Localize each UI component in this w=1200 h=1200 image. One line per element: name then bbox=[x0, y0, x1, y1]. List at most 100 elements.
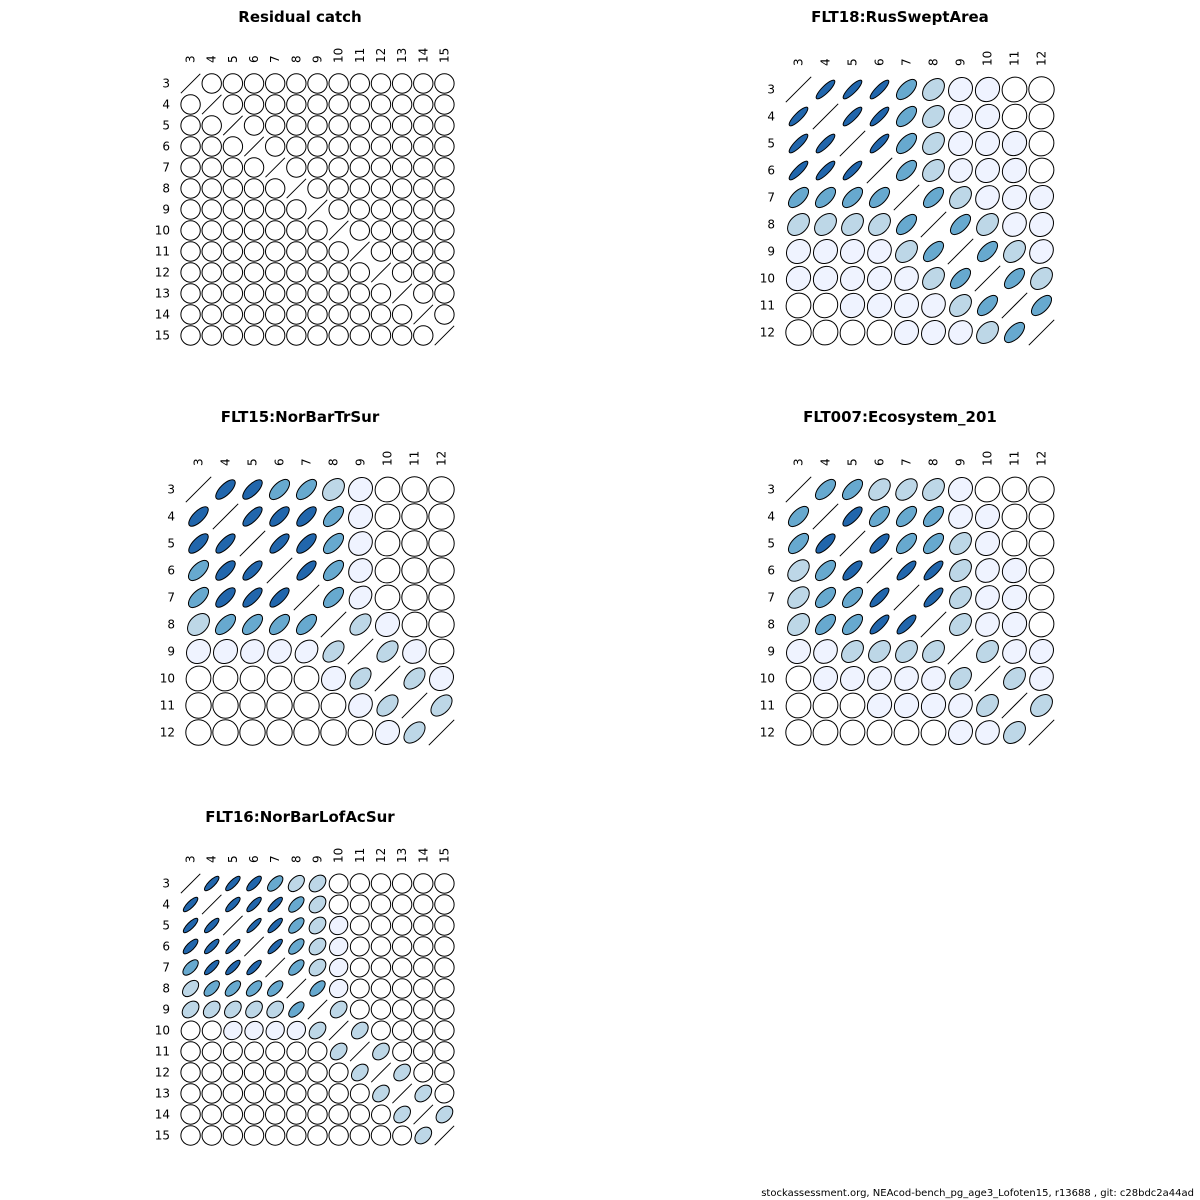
diagonal-mark bbox=[413, 304, 434, 325]
correlation-ellipse bbox=[413, 936, 434, 957]
diagonal-mark bbox=[1028, 719, 1055, 746]
correlation-ellipse bbox=[185, 638, 212, 665]
row-label: 7 bbox=[767, 191, 775, 205]
correlation-ellipse bbox=[288, 896, 305, 913]
correlation-ellipse bbox=[180, 1062, 201, 1083]
correlation-ellipse bbox=[322, 532, 345, 555]
column-label: 8 bbox=[927, 58, 941, 66]
correlation-ellipse bbox=[947, 76, 974, 103]
correlation-ellipse bbox=[328, 157, 349, 178]
correlation-ellipse bbox=[328, 199, 349, 220]
correlation-ellipse bbox=[349, 220, 371, 241]
correlation-ellipse bbox=[349, 1125, 371, 1146]
row-label: 4 bbox=[167, 510, 175, 524]
diagonal-mark bbox=[307, 999, 328, 1020]
correlation-ellipse bbox=[392, 1041, 413, 1062]
correlation-ellipse bbox=[1028, 503, 1055, 530]
correlation-ellipse bbox=[242, 479, 263, 500]
correlation-ellipse bbox=[370, 94, 392, 115]
correlation-ellipse bbox=[307, 241, 328, 262]
correlation-ellipse bbox=[974, 476, 1001, 503]
correlation-ellipse bbox=[1001, 530, 1028, 557]
correlation-ellipse bbox=[413, 915, 434, 936]
correlation-ellipse bbox=[948, 504, 973, 529]
column-label: 9 bbox=[954, 458, 968, 466]
correlation-ellipse bbox=[976, 321, 999, 344]
correlation-ellipse bbox=[949, 294, 972, 317]
correlation-ellipse bbox=[922, 132, 945, 155]
column-label: 7 bbox=[268, 855, 282, 863]
correlation-ellipse bbox=[413, 283, 434, 304]
row-label: 9 bbox=[162, 203, 170, 217]
correlation-ellipse bbox=[785, 265, 812, 292]
correlation-ellipse bbox=[841, 478, 864, 501]
diagonal-mark bbox=[1001, 692, 1028, 719]
correlation-ellipse bbox=[349, 262, 371, 283]
correlation-ellipse bbox=[308, 895, 327, 914]
correlation-ellipse bbox=[921, 666, 946, 691]
correlation-ellipse bbox=[1029, 239, 1054, 264]
correlation-ellipse bbox=[296, 560, 317, 581]
correlation-ellipse bbox=[413, 262, 434, 283]
correlation-ellipse bbox=[391, 894, 413, 915]
row-label: 12 bbox=[155, 1066, 170, 1080]
correlation-ellipse bbox=[264, 178, 286, 199]
correlation-ellipse bbox=[785, 665, 812, 692]
correlation-ellipse bbox=[328, 283, 349, 304]
correlation-ellipse bbox=[815, 533, 836, 554]
column-label: 6 bbox=[873, 58, 887, 66]
correlation-ellipse bbox=[842, 106, 863, 127]
diagonal-mark bbox=[1001, 292, 1028, 319]
correlation-ellipse bbox=[413, 94, 434, 115]
correlation-ellipse bbox=[349, 136, 371, 157]
correlation-ellipse bbox=[974, 503, 1001, 530]
correlation-ellipse bbox=[1001, 557, 1028, 584]
column-label: 3 bbox=[184, 55, 198, 63]
correlation-ellipse bbox=[215, 533, 236, 554]
column-label: 5 bbox=[246, 458, 260, 466]
correlation-panel-4: FLT007:Ecosystem_201 3 4 5 6 7 8 9 10 11 12 3 4 5 6 7 8 9… bbox=[760, 408, 1055, 746]
correlation-ellipse bbox=[349, 325, 371, 346]
correlation-ellipse bbox=[322, 478, 345, 501]
correlation-ellipse bbox=[222, 283, 244, 304]
column-label: 8 bbox=[927, 458, 941, 466]
diagonal-mark bbox=[185, 476, 212, 503]
correlation-ellipse bbox=[434, 957, 455, 978]
correlation-ellipse bbox=[391, 199, 413, 220]
correlation-ellipse bbox=[180, 1104, 201, 1125]
correlation-ellipse bbox=[1028, 157, 1055, 184]
correlation-ellipse bbox=[413, 325, 434, 346]
correlation-ellipse bbox=[868, 478, 891, 501]
correlation-ellipse bbox=[180, 1041, 201, 1062]
correlation-ellipse bbox=[182, 917, 199, 934]
diagonal-mark bbox=[307, 199, 328, 220]
correlation-ellipse bbox=[922, 240, 945, 263]
row-label: 7 bbox=[167, 591, 175, 605]
correlation-ellipse bbox=[413, 220, 434, 241]
correlation-ellipse bbox=[372, 1084, 390, 1103]
correlation-ellipse bbox=[922, 478, 945, 501]
correlation-ellipse bbox=[201, 1020, 222, 1041]
correlation-ellipse bbox=[288, 938, 305, 955]
correlation-ellipse bbox=[401, 584, 428, 611]
correlation-ellipse bbox=[391, 999, 413, 1020]
correlation-ellipse bbox=[1001, 611, 1028, 638]
column-label: 4 bbox=[219, 458, 233, 466]
correlation-ellipse bbox=[286, 325, 307, 346]
correlation-ellipse bbox=[286, 283, 307, 304]
correlation-ellipse bbox=[922, 505, 945, 528]
correlation-ellipse bbox=[787, 586, 810, 609]
correlation-ellipse bbox=[182, 979, 200, 998]
diagonal-mark bbox=[239, 530, 266, 557]
correlation-ellipse bbox=[307, 220, 328, 241]
correlation-ellipse bbox=[264, 73, 286, 94]
row-label: 12 bbox=[760, 726, 775, 740]
correlation-ellipse bbox=[225, 875, 241, 892]
correlation-ellipse bbox=[814, 586, 837, 609]
correlation-ellipse bbox=[239, 692, 266, 719]
correlation-ellipse bbox=[320, 719, 347, 746]
correlation-ellipse bbox=[976, 694, 999, 717]
row-label: 12 bbox=[760, 326, 775, 340]
row-label: 8 bbox=[167, 618, 175, 632]
